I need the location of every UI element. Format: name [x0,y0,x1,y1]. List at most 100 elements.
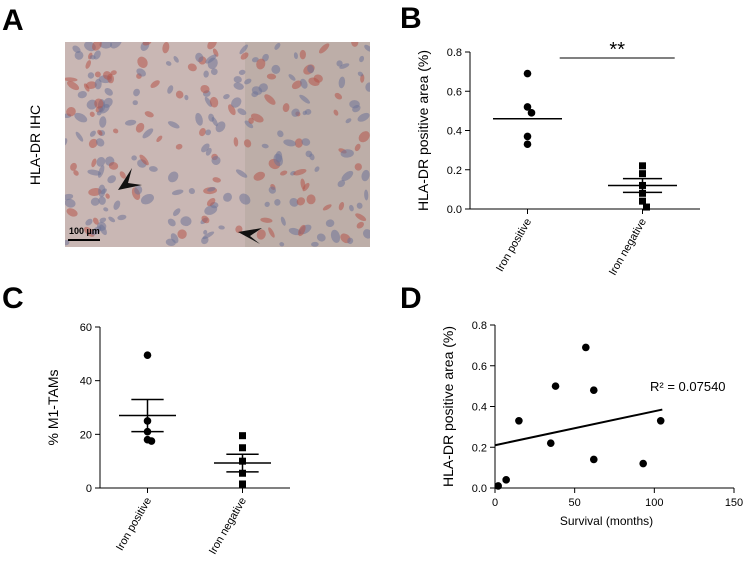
cell [74,50,84,60]
data-point [589,455,598,464]
cell [156,135,163,143]
cell [92,42,102,51]
cell [273,153,284,167]
data-point [582,343,590,352]
cell [243,139,252,148]
cell [162,42,170,54]
cell [354,163,362,171]
cell [349,100,360,109]
x-tick-label: 150 [725,497,743,509]
cell [188,188,195,195]
cell [65,239,70,246]
data-point [639,162,646,170]
cell [204,96,213,107]
cell [90,197,100,206]
cell [316,233,326,242]
cell [253,171,265,181]
y-tick-label: 40 [80,376,92,388]
data-point [147,437,156,445]
arrowhead [238,228,262,244]
cell [168,171,179,183]
cell [91,158,97,168]
cell [89,55,96,60]
cell [293,52,298,60]
data-point [639,197,646,205]
cell [195,52,204,63]
cell [94,78,102,90]
cell [142,42,152,46]
cell [296,197,306,206]
cell [268,186,277,194]
cell [180,216,192,227]
data-point [639,170,646,178]
cell [108,216,116,223]
cell [256,58,266,70]
cell [95,138,105,147]
cell [150,80,160,88]
cell [124,119,137,126]
cell [282,103,290,113]
cell [283,139,296,147]
y-tick-label: 0.2 [472,442,487,454]
panel-label: D [400,282,422,315]
cell [345,118,352,124]
cell [289,197,299,207]
cell [140,193,154,205]
cell [97,165,105,178]
data-point [239,469,246,477]
cell [291,108,300,117]
cell [187,63,197,72]
cell [175,90,184,99]
data-point [639,189,646,197]
cell [231,97,242,108]
cell [207,186,216,192]
cell [209,96,219,108]
cell [75,131,84,142]
x-tick-label: 0 [492,497,498,509]
cell [349,204,354,212]
x-axis-label: Survival (months) [560,514,653,528]
cell [110,42,122,49]
cell [211,155,221,165]
cell [233,76,242,84]
cell [244,120,254,129]
cell [314,166,320,172]
cell [110,70,117,76]
cell [237,108,247,116]
cell [347,237,354,245]
cell [244,78,252,85]
panel-label: A [2,4,24,37]
data-point [239,480,246,488]
annotation: R² = 0.07540 [650,379,726,394]
y-tick-label: 0.4 [472,402,487,414]
cell [358,131,370,143]
cell [108,162,119,170]
data-point [546,439,555,447]
cell [359,55,365,63]
y-tick-label: 0.0 [447,204,462,216]
cell [177,229,187,239]
data-point [523,69,532,78]
cell [74,112,88,123]
cell [99,116,107,128]
cell [308,77,320,86]
y-tick-label: 20 [80,429,92,441]
data-point [589,386,598,395]
significance-label: ** [609,39,625,61]
cell [299,49,306,60]
cell [148,166,158,172]
y-axis-label: % M1-TAMs [45,370,61,446]
cell [201,143,210,153]
data-point [523,132,532,141]
cell [238,69,246,75]
data-point [239,432,246,440]
x-tick-label: Iron positive [494,217,534,274]
cell [206,198,216,207]
cell [351,42,359,47]
cell [215,121,226,133]
x-tick-label: 100 [645,497,663,509]
cell [288,74,296,81]
y-tick-label: 0 [86,483,92,495]
cell [119,171,126,179]
